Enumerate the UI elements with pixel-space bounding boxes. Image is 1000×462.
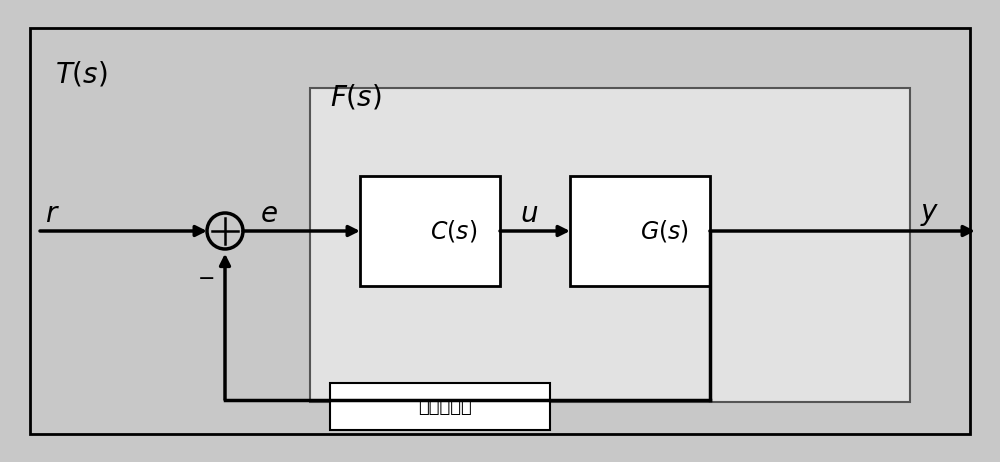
Text: $e$: $e$ bbox=[260, 201, 278, 228]
Text: $y$: $y$ bbox=[920, 201, 939, 228]
Bar bbox=[330, 383, 550, 430]
Text: 图像传感器: 图像传感器 bbox=[418, 399, 472, 416]
Text: $-$: $-$ bbox=[197, 267, 214, 287]
Ellipse shape bbox=[207, 213, 243, 249]
Text: $C(s)$: $C(s)$ bbox=[430, 218, 477, 244]
Text: $T(s)$: $T(s)$ bbox=[55, 60, 108, 88]
Text: $F(s)$: $F(s)$ bbox=[330, 83, 382, 111]
Bar bbox=[310, 88, 910, 402]
Text: $r$: $r$ bbox=[45, 201, 60, 228]
Bar bbox=[570, 176, 710, 286]
Text: $G(s)$: $G(s)$ bbox=[640, 218, 689, 244]
Bar bbox=[360, 176, 500, 286]
Text: $u$: $u$ bbox=[520, 201, 538, 228]
Bar bbox=[30, 28, 970, 434]
